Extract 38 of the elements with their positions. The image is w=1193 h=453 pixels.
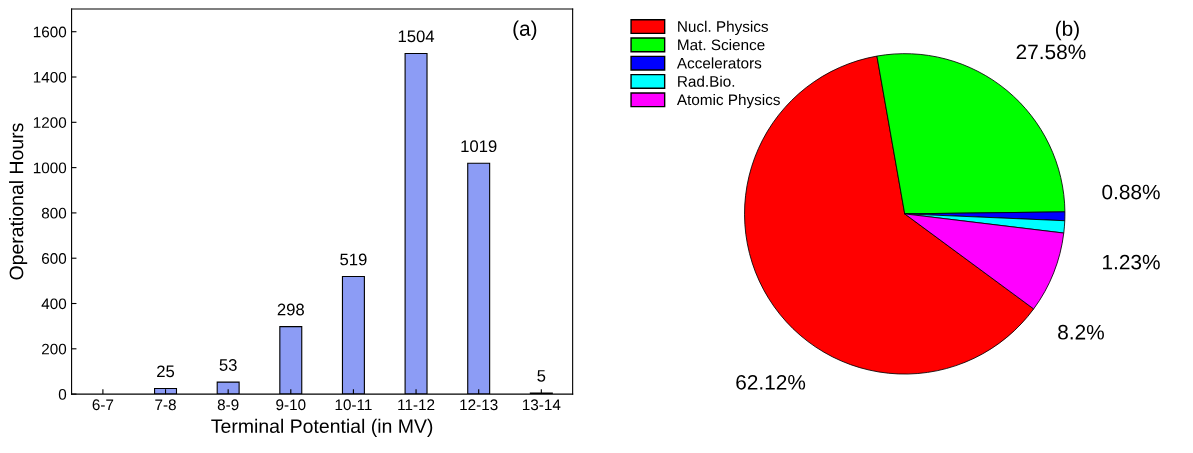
data-label: 25	[157, 365, 175, 378]
data-label: 62.12%	[736, 374, 806, 390]
data-label: 0.88%	[1102, 184, 1160, 200]
data-label: 5	[537, 370, 546, 382]
x-tick-label: 9-10	[276, 399, 306, 411]
y-tick-label: 1400	[33, 71, 67, 83]
data-label: 298	[277, 303, 304, 316]
data-label: 27.58%	[1016, 44, 1086, 60]
x-tick-label: 11-12	[398, 399, 435, 411]
legend-label: Accelerators	[676, 57, 762, 69]
y-tick-label: 400	[41, 298, 67, 310]
legend-label: Rad.Bio.	[678, 75, 735, 87]
x-tick-label: 6-7	[92, 399, 114, 411]
data-label: 1504	[398, 30, 435, 43]
data-label: 53	[219, 359, 237, 371]
data-label: 1.23%	[1103, 254, 1160, 270]
data-label: 8.2%	[1058, 324, 1104, 340]
x-tick-label: 10-11	[335, 399, 372, 411]
data-label: 1019	[461, 140, 497, 153]
legend-label: Nucl. Physics	[678, 20, 769, 35]
y-tick-label: 800	[41, 207, 67, 219]
x-tick-label: 12-13	[460, 399, 498, 411]
x-tick-label: 13-14	[522, 399, 561, 411]
annotation: (a)	[513, 20, 537, 41]
y-tick-label: 1600	[33, 26, 67, 38]
data-label: 519	[340, 253, 367, 266]
x-tick-label: 7-8	[155, 399, 176, 411]
y-tick-label: 1200	[33, 117, 67, 128]
y-tick-label: 1000	[33, 162, 67, 174]
legend-label: Atomic Physics	[676, 93, 780, 109]
x-axis-title: Terminal Potential (in MV)	[211, 418, 433, 437]
y-axis-title: Operational Hours	[9, 123, 28, 280]
text: (b)	[1055, 20, 1079, 41]
y-tick-label: 0	[58, 388, 67, 400]
y-tick-label: 600	[42, 253, 67, 264]
x-tick-label: 8-9	[217, 399, 239, 411]
y-tick-label: 200	[42, 343, 67, 355]
legend-label: Mat. Science	[678, 39, 765, 51]
